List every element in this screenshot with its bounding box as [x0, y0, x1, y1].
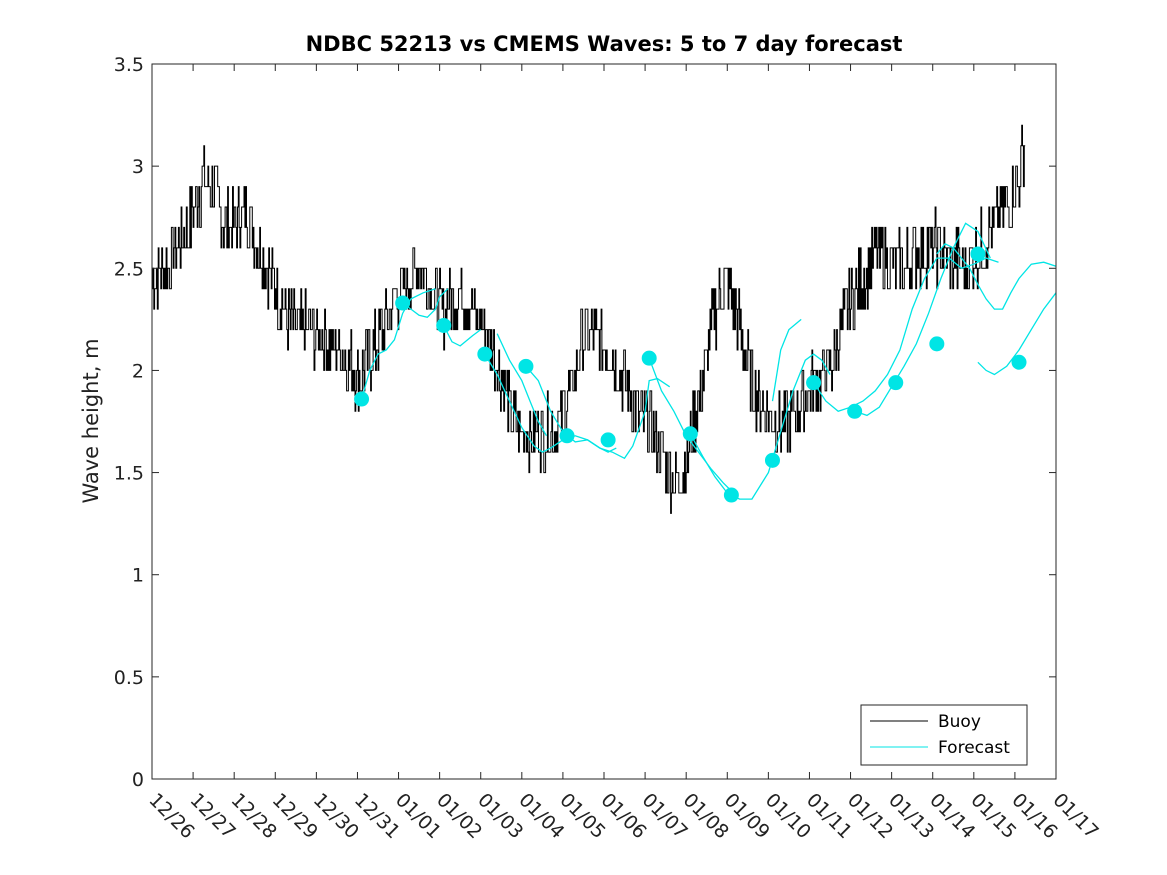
- forecast-point: [559, 428, 575, 444]
- legend: Buoy Forecast: [860, 704, 1028, 766]
- forecast-point: [723, 487, 739, 503]
- x-tick-label: 01/14: [925, 789, 979, 843]
- forecast-line-5: [525, 365, 671, 460]
- forecast-line-7: [689, 353, 831, 500]
- forecast-points: [354, 246, 1027, 503]
- y-tick-label: 3: [132, 156, 144, 178]
- forecast-point: [847, 403, 863, 419]
- x-tick-label: 01/11: [802, 789, 856, 843]
- buoy-series: [152, 124, 1026, 514]
- y-tick-label: 0.5: [114, 667, 144, 689]
- forecast-point: [600, 432, 616, 448]
- forecast-point: [970, 246, 986, 262]
- y-tick-label: 1.5: [114, 463, 144, 485]
- forecast-line-6: [496, 333, 548, 437]
- y-tick-label: 2.5: [114, 258, 144, 280]
- forecast-point: [806, 375, 822, 391]
- forecast-line-1: [360, 288, 436, 400]
- x-tick-label: 12/29: [268, 789, 322, 843]
- forecast-point: [354, 391, 370, 407]
- x-tick-label: 01/16: [1007, 789, 1061, 843]
- forecast-point: [888, 375, 904, 391]
- forecast-point: [764, 452, 780, 468]
- forecast-line-11: [854, 222, 991, 417]
- forecast-line-12: [936, 242, 1057, 310]
- forecast-point: [477, 346, 493, 362]
- x-tick-label: 12/27: [186, 789, 240, 843]
- x-tick-label: 01/15: [966, 789, 1020, 843]
- forecast-line-3: [443, 325, 482, 347]
- x-tick-label: 01/06: [596, 789, 650, 843]
- x-tick-label: 01/03: [473, 789, 527, 843]
- x-tick-label: 12/28: [227, 789, 281, 843]
- x-tick-label: 01/04: [514, 789, 568, 843]
- chart-title: NDBC 52213 vs CMEMS Waves: 5 to 7 day fo…: [306, 32, 903, 56]
- x-tick-label: 12/30: [309, 789, 363, 843]
- x-tick-label: 01/13: [884, 789, 938, 843]
- y-tick-label: 3.5: [114, 54, 144, 76]
- forecast-line-9: [771, 318, 802, 402]
- x-tick-label: 12/31: [350, 789, 404, 843]
- legend-box: [860, 704, 1028, 766]
- forecast-point: [929, 336, 945, 352]
- forecast-line-2: [402, 288, 449, 319]
- forecast-point: [436, 317, 452, 333]
- forecast-point: [682, 426, 698, 442]
- x-tick-label: 01/09: [720, 789, 774, 843]
- x-tick-label: 12/26: [144, 789, 198, 843]
- forecast-point: [518, 358, 534, 374]
- x-tick-label: 01/01: [391, 789, 445, 843]
- x-tick-label: 01/12: [843, 789, 897, 843]
- legend-forecast-label: Forecast: [938, 738, 1010, 758]
- forecast-line-8: [648, 357, 736, 496]
- y-tick-label: 2: [132, 360, 144, 382]
- y-tick-label: 0: [132, 769, 144, 791]
- x-tick-label: 01/17: [1048, 789, 1102, 843]
- y-tick-label: 1: [132, 565, 144, 587]
- forecast-point: [1011, 354, 1027, 370]
- x-tick-label: 01/05: [555, 789, 609, 843]
- x-tick-label: 01/08: [679, 789, 733, 843]
- x-tick-label: 01/10: [761, 789, 815, 843]
- buoy-line: [152, 124, 1026, 514]
- y-axis-label: Wave height, m: [79, 338, 103, 503]
- plot-area: [152, 64, 1056, 779]
- x-tick-label: 01/02: [432, 789, 486, 843]
- x-tick-label: 01/07: [638, 789, 692, 843]
- legend-buoy-label: Buoy: [938, 712, 981, 732]
- forecast-point: [641, 350, 657, 366]
- forecast-point: [395, 295, 411, 311]
